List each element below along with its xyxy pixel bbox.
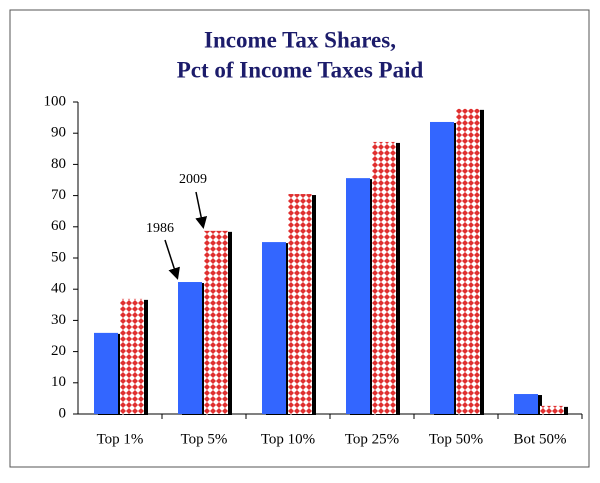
bar (204, 230, 228, 414)
y-tick-label: 90 (51, 125, 66, 141)
annotation: 2009 (179, 172, 207, 187)
y-tick-label: 20 (51, 343, 66, 359)
y-tick-label: 40 (51, 281, 66, 297)
y-tick-label: 10 (51, 374, 66, 390)
x-tick-label: Top 25% (345, 431, 399, 447)
x-tick-label: Top 1% (97, 431, 144, 447)
frame (9, 9, 590, 468)
bar (94, 332, 118, 414)
bar (178, 282, 202, 414)
bar (514, 394, 538, 414)
bar (430, 121, 454, 414)
bar (540, 405, 564, 414)
bar (372, 141, 396, 414)
y-tick-label: 0 (59, 405, 67, 421)
y-tick-label: 100 (44, 93, 67, 109)
chart-title: Pct of Income Taxes Paid (177, 57, 424, 82)
chart-title: Income Tax Shares, (204, 27, 396, 52)
arrow (164, 239, 180, 280)
y-tick-label: 30 (51, 312, 66, 328)
x-tick-label: Top 50% (429, 431, 483, 447)
bar (346, 178, 370, 414)
y-tick-label: 70 (51, 187, 66, 203)
annotation: 1986 (146, 221, 174, 236)
x-tick-label: Top 10% (261, 431, 315, 447)
y-tick-label: 50 (51, 249, 66, 265)
bar (456, 108, 480, 414)
y-tick-label: 80 (51, 156, 66, 172)
bar (262, 242, 286, 414)
arrow (195, 191, 208, 229)
y-tick-label: 60 (51, 218, 66, 234)
x-tick-label: Top 5% (181, 431, 228, 447)
bar (120, 298, 144, 414)
bar (288, 194, 312, 414)
x-tick-label: Bot 50% (514, 431, 567, 447)
